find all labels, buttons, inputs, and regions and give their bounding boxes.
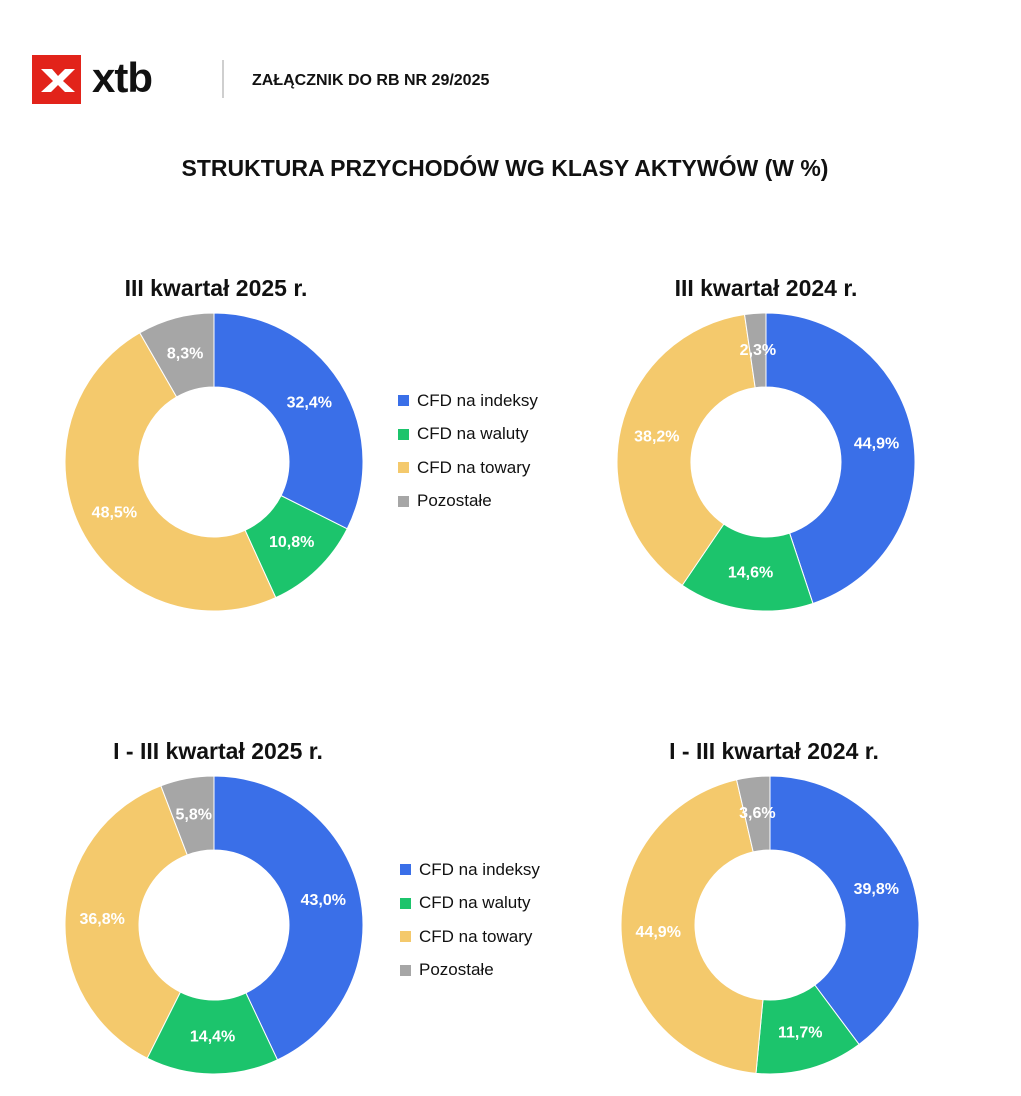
donut-chart-q1-q3-2025: 43,0% 14,4% 36,8% 5,8% bbox=[64, 775, 364, 1075]
slice-indices bbox=[213, 312, 364, 530]
slice-other bbox=[735, 775, 771, 853]
slice-other bbox=[743, 312, 767, 389]
data-label-indices: 32,4% bbox=[287, 395, 332, 412]
legend-item-other: Pozostałe bbox=[400, 954, 540, 988]
legend-item-currencies: CFD na waluty bbox=[400, 887, 540, 921]
legend-label: CFD na waluty bbox=[417, 424, 529, 444]
legend-swatch bbox=[400, 964, 411, 976]
slice-commodities bbox=[616, 313, 756, 586]
legend-bottom: CFD na indeksy CFD na waluty CFD na towa… bbox=[400, 853, 540, 987]
legend-item-indices: CFD na indeksy bbox=[398, 384, 538, 418]
page-title: STRUKTURA PRZYCHODÓW WG KLASY AKTYWÓW (W… bbox=[181, 155, 829, 181]
legend-item-commodities: CFD na towary bbox=[398, 451, 538, 485]
legend-swatch bbox=[400, 931, 411, 943]
slice-commodities bbox=[64, 332, 277, 612]
legend-label: Pozostałe bbox=[417, 491, 492, 511]
slice-commodities bbox=[620, 779, 764, 1074]
data-label-commodities: 44,9% bbox=[636, 924, 681, 941]
legend-item-currencies: CFD na waluty bbox=[398, 418, 538, 452]
slice-other bbox=[160, 775, 215, 856]
chart-title-q3-2024: III kwartał 2024 r. bbox=[674, 275, 858, 301]
donut-chart-q3-2024: 44,9% 14,6% 38,2% 2,3% bbox=[616, 312, 916, 612]
legend-item-commodities: CFD na towary bbox=[400, 920, 540, 954]
legend-label: Pozostałe bbox=[419, 960, 494, 980]
legend-swatch bbox=[400, 864, 411, 876]
chart-title-q1-q3-2025: I - III kwartał 2025 r. bbox=[113, 738, 323, 764]
legend-swatch bbox=[398, 462, 409, 474]
data-label-other: 2,3% bbox=[740, 342, 776, 359]
data-label-indices: 39,8% bbox=[854, 881, 899, 898]
donut-chart-q1-q3-2024: 39,8% 11,7% 44,9% 3,6% bbox=[620, 775, 920, 1075]
legend-label: CFD na waluty bbox=[419, 893, 531, 913]
data-label-currencies: 11,7% bbox=[778, 1024, 822, 1041]
legend-swatch bbox=[398, 428, 409, 440]
slice-commodities bbox=[64, 785, 188, 1059]
header-divider bbox=[222, 60, 224, 98]
legend-label: CFD na towary bbox=[419, 926, 533, 946]
slice-indices bbox=[769, 775, 920, 1046]
data-label-other: 5,8% bbox=[175, 806, 211, 823]
data-label-currencies: 14,6% bbox=[728, 564, 773, 581]
legend-swatch bbox=[400, 897, 411, 909]
brand-wordmark: xtb bbox=[92, 54, 153, 101]
data-label-currencies: 10,8% bbox=[269, 534, 314, 551]
legend-swatch bbox=[398, 395, 409, 407]
data-label-other: 8,3% bbox=[167, 345, 203, 362]
xtb-logo-icon bbox=[32, 55, 81, 104]
slice-other bbox=[139, 312, 215, 398]
legend-label: CFD na indeksy bbox=[419, 859, 540, 879]
data-label-commodities: 38,2% bbox=[634, 428, 679, 445]
legend-item-other: Pozostałe bbox=[398, 485, 538, 519]
chart-title-q3-2025: III kwartał 2025 r. bbox=[124, 275, 308, 301]
data-label-other: 3,6% bbox=[739, 805, 775, 822]
legend-label: CFD na indeksy bbox=[417, 390, 538, 410]
donut-chart-q3-2025: 32,4% 10,8% 48,5% 8,3% bbox=[64, 312, 364, 612]
legend-swatch bbox=[398, 495, 409, 507]
data-label-indices: 43,0% bbox=[301, 892, 346, 909]
legend-top: CFD na indeksy CFD na waluty CFD na towa… bbox=[398, 384, 538, 518]
data-label-indices: 44,9% bbox=[854, 436, 899, 453]
annex-label: ZAŁĄCZNIK DO RB NR 29/2025 bbox=[252, 72, 490, 89]
slice-indices bbox=[765, 312, 916, 605]
slice-indices bbox=[213, 775, 364, 1061]
data-label-commodities: 36,8% bbox=[79, 911, 124, 928]
data-label-currencies: 14,4% bbox=[190, 1028, 235, 1045]
legend-item-indices: CFD na indeksy bbox=[400, 853, 540, 887]
chart-title-q1-q3-2024: I - III kwartał 2024 r. bbox=[669, 738, 879, 764]
legend-label: CFD na towary bbox=[417, 457, 531, 477]
data-label-commodities: 48,5% bbox=[92, 505, 137, 522]
